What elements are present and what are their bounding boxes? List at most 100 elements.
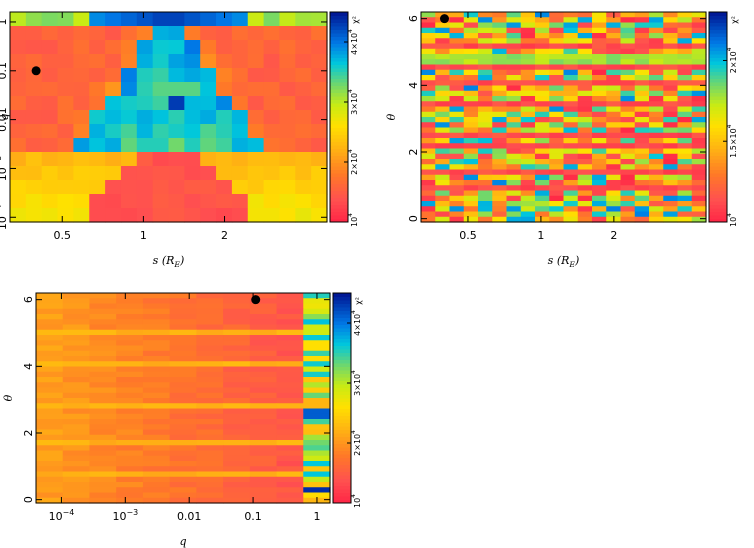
heatmap-cell: [62, 429, 91, 436]
heatmap-cell: [57, 194, 74, 209]
heatmap-cell: [520, 80, 536, 87]
heatmap-cell: [142, 413, 171, 420]
heatmap-cell: [168, 68, 185, 83]
heatmap-cell: [168, 208, 185, 223]
heatmap-cell: [142, 408, 171, 415]
colorbar-swatch: [333, 338, 351, 343]
y-axis-label: q: [0, 113, 11, 120]
heatmap-cell: [478, 132, 493, 139]
heatmap-cell: [303, 471, 331, 478]
heatmap-cell: [478, 90, 493, 97]
colorbar-swatch: [333, 450, 351, 455]
heatmap-cell: [303, 455, 331, 462]
heatmap-cell: [506, 206, 522, 213]
heatmap-cell: [276, 466, 304, 473]
colorbar-swatch: [709, 197, 727, 202]
heatmap-cell: [649, 180, 664, 186]
heatmap-cell: [620, 164, 636, 171]
heatmap-cell: [142, 329, 171, 336]
colorbar-swatch: [709, 131, 727, 135]
colorbar-swatch: [333, 440, 351, 444]
heatmap-cell: [36, 340, 64, 347]
heatmap-cell: [89, 434, 117, 441]
heatmap-cell: [492, 216, 508, 223]
heatmap-cell: [506, 159, 522, 165]
heatmap-cell: [168, 180, 185, 195]
heatmap-cell: [563, 169, 579, 176]
heatmap-cell: [492, 111, 508, 118]
heatmap-cell: [577, 48, 593, 55]
heatmap-cell: [62, 424, 91, 431]
heatmap-cell: [449, 127, 465, 134]
heatmap-cell: [168, 40, 185, 55]
heatmap-cell: [57, 54, 74, 69]
heatmap-cell: [592, 64, 607, 71]
heatmap-cell: [577, 206, 593, 213]
heatmap-cell: [311, 152, 328, 167]
heatmap-cell: [200, 110, 217, 125]
heatmap-cell: [136, 166, 154, 181]
heatmap-cell: [435, 164, 451, 171]
heatmap-cell: [276, 419, 304, 425]
colorbar-swatch: [333, 489, 351, 493]
heatmap-cell: [196, 308, 224, 315]
colorbar-swatch: [333, 398, 351, 402]
heatmap-cell: [116, 450, 144, 457]
heatmap-cell: [606, 106, 622, 113]
colorbar-swatch: [333, 415, 351, 420]
heatmap-cell: [249, 314, 278, 320]
heatmap-cell: [677, 43, 693, 50]
heatmap-cell: [89, 350, 117, 357]
heatmap-cell: [196, 314, 224, 320]
heatmap-cell: [549, 195, 565, 202]
heatmap-cell: [435, 185, 451, 192]
heatmap-cell: [620, 38, 636, 45]
heatmap-cell: [563, 143, 579, 150]
heatmap-cell: [152, 68, 170, 83]
heatmap-cell: [73, 138, 90, 153]
heatmap-cell: [421, 169, 436, 176]
heatmap-cell: [691, 17, 707, 24]
heatmap-cell: [535, 153, 550, 160]
heatmap-cell: [435, 122, 451, 129]
heatmap-cell: [249, 319, 278, 326]
heatmap-cell: [216, 180, 233, 195]
heatmap-cell: [435, 174, 451, 181]
colorbar-swatch: [330, 110, 348, 114]
heatmap-cell: [276, 350, 304, 357]
heatmap-cell: [36, 429, 64, 436]
heatmap-cell: [620, 90, 636, 97]
heatmap-cell: [200, 194, 217, 209]
heatmap-cell: [577, 43, 593, 50]
heatmap-cell: [249, 366, 278, 373]
heatmap-cell: [62, 371, 91, 378]
heatmap-cell: [169, 403, 197, 410]
heatmap-cell: [435, 69, 451, 76]
colorbar-swatch: [333, 419, 351, 423]
heatmap-cell: [421, 174, 436, 181]
heatmap-cell: [577, 117, 593, 123]
heatmap-cell: [36, 461, 64, 467]
heatmap-cell: [634, 216, 650, 223]
heatmap-cell: [247, 26, 265, 41]
heatmap-cell: [295, 138, 312, 153]
heatmap-cell: [691, 64, 707, 71]
heatmap-cell: [492, 43, 508, 50]
heatmap-cell: [421, 75, 436, 81]
heatmap-cell: [295, 124, 312, 139]
heatmap-cell: [577, 106, 593, 113]
heatmap-cell: [577, 185, 593, 192]
heatmap-cell: [421, 180, 436, 186]
heatmap-cell: [152, 124, 170, 139]
heatmap-cell: [478, 75, 493, 81]
heatmap-cell: [421, 190, 436, 197]
heatmap-cell: [506, 101, 522, 108]
heatmap-cell: [421, 48, 436, 55]
heatmap-cell: [36, 392, 64, 399]
colorbar-swatch: [709, 124, 727, 128]
heatmap-cell: [563, 206, 579, 213]
heatmap-cell: [62, 445, 91, 452]
heatmap-cell: [196, 408, 224, 415]
heatmap-cell: [89, 335, 117, 341]
